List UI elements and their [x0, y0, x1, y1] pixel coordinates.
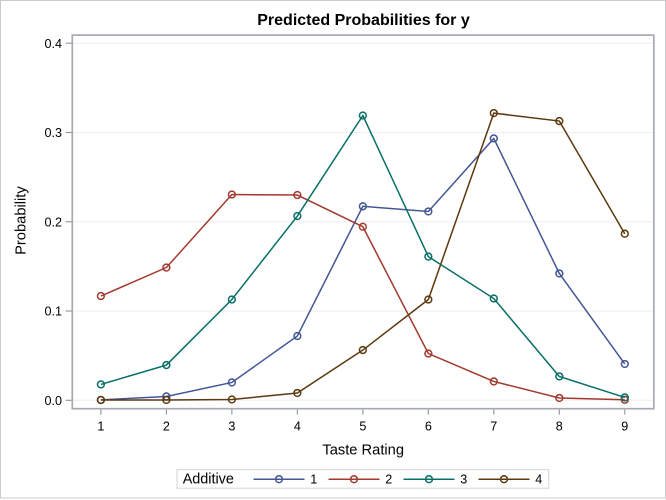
svg-text:0.1: 0.1 — [44, 305, 62, 319]
svg-text:1: 1 — [310, 472, 317, 486]
svg-text:Probability: Probability — [13, 186, 29, 255]
svg-text:Additive: Additive — [183, 471, 234, 487]
svg-text:4: 4 — [535, 472, 542, 486]
svg-text:3: 3 — [228, 420, 235, 434]
svg-text:2: 2 — [385, 472, 392, 486]
svg-text:8: 8 — [556, 420, 563, 434]
svg-text:7: 7 — [490, 420, 497, 434]
svg-text:6: 6 — [425, 420, 432, 434]
svg-text:1: 1 — [97, 420, 104, 434]
svg-text:5: 5 — [359, 420, 366, 434]
svg-text:0.0: 0.0 — [44, 394, 62, 408]
svg-text:0.2: 0.2 — [44, 215, 62, 229]
svg-text:9: 9 — [621, 420, 628, 434]
svg-text:Taste Rating: Taste Rating — [322, 443, 404, 459]
svg-text:4: 4 — [294, 420, 301, 434]
svg-text:3: 3 — [460, 472, 467, 486]
svg-text:Predicted Probabilities for y: Predicted Probabilities for y — [257, 12, 470, 29]
svg-text:2: 2 — [163, 420, 170, 434]
svg-text:0.4: 0.4 — [44, 37, 62, 51]
svg-text:0.3: 0.3 — [44, 126, 62, 140]
